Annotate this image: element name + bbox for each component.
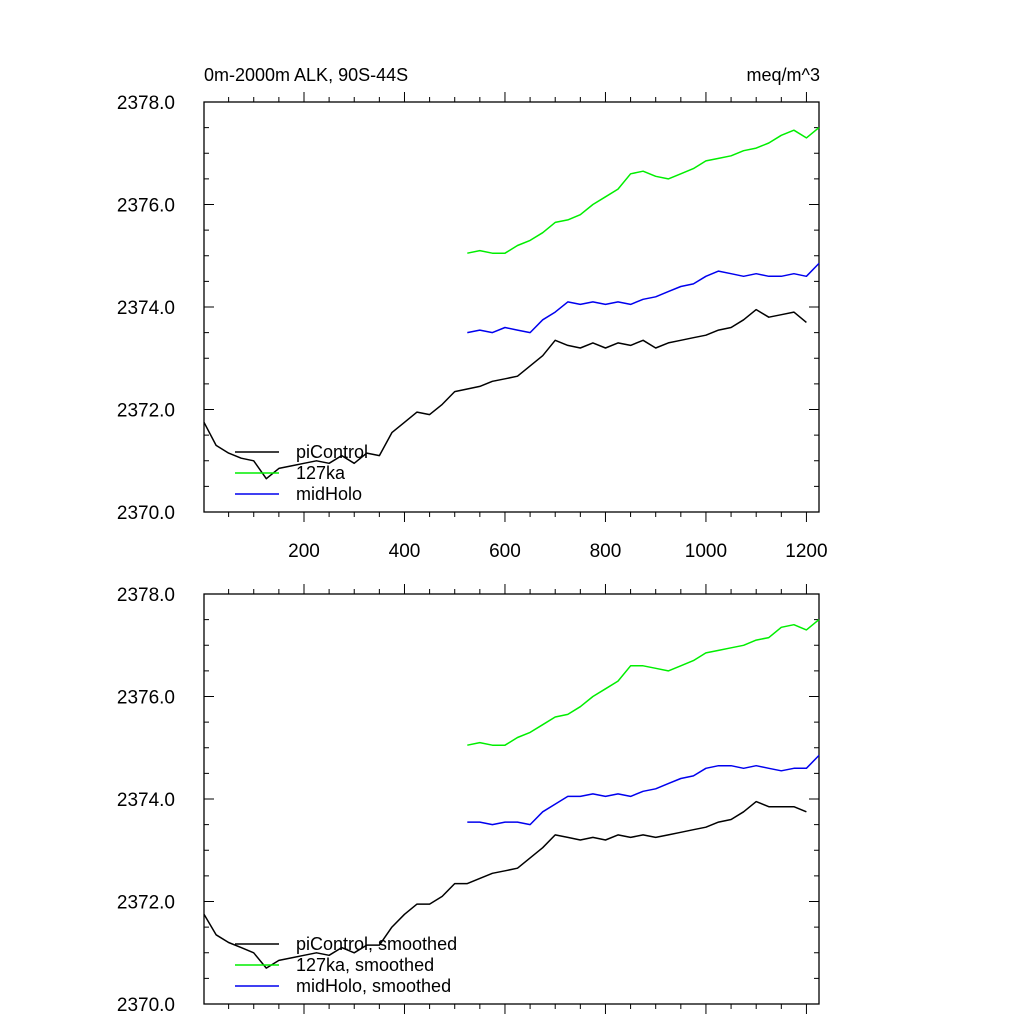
y-tick-label: 2372.0	[117, 893, 175, 914]
y-tick-label: 2374.0	[117, 790, 175, 811]
series-line-midholo	[467, 262, 820, 334]
x-tick-label: 800	[590, 541, 622, 562]
x-tick-label: 400	[389, 541, 421, 562]
y-tick-label: 2370.0	[117, 503, 175, 524]
bottom-panel: 2370.0 2372.0 2374.0 2376.0 2378.0 piControl…	[117, 584, 820, 1016]
series-line-midholo-smoothed	[467, 754, 820, 826]
series-line-127ka-smoothed	[467, 619, 820, 746]
y-tick-label: 2374.0	[117, 298, 175, 319]
y-tick-label: 2376.0	[117, 688, 175, 709]
legend-label-127ka: 127ka	[296, 463, 346, 483]
y-tick-label: 2372.0	[117, 401, 175, 422]
series-line-picontrol-smoothed	[203, 800, 807, 969]
x-tick-label: 200	[288, 541, 320, 562]
top-series-lines	[203, 127, 820, 480]
series-line-127ka	[467, 127, 820, 254]
legend-label-picontrol: piControl	[296, 442, 368, 462]
bottom-ticks: 2370.0 2372.0 2374.0 2376.0 2378.0	[117, 584, 819, 1016]
y-tick-label: 2378.0	[117, 585, 175, 606]
bottom-series-lines	[203, 619, 820, 969]
top-title: 0m-2000m ALK, 90S-44S	[204, 65, 408, 85]
legend-label-midholo-smoothed: midHolo, smoothed	[296, 976, 451, 996]
y-tick-label: 2376.0	[117, 196, 175, 217]
legend-label-picontrol-smoothed: piControl, smoothed	[296, 934, 457, 954]
top-ticks: 2370.0 2372.0 2374.0 2376.0 2378.0 200 400 600 8…	[117, 92, 828, 562]
top-units: meq/m^3	[747, 65, 820, 85]
x-tick-label: 1200	[785, 541, 827, 562]
x-tick-label: 1000	[685, 541, 727, 562]
x-tick-label: 600	[489, 541, 521, 562]
legend-label-midholo: midHolo	[296, 484, 362, 504]
series-line-picontrol	[203, 308, 807, 480]
y-tick-label: 2370.0	[117, 995, 175, 1016]
top-panel: 0m-2000m ALK, 90S-44S meq/m^3 2370.0 2372…	[117, 65, 828, 562]
legend-label-127ka-smoothed: 127ka, smoothed	[296, 955, 434, 975]
y-tick-label: 2378.0	[117, 93, 175, 114]
